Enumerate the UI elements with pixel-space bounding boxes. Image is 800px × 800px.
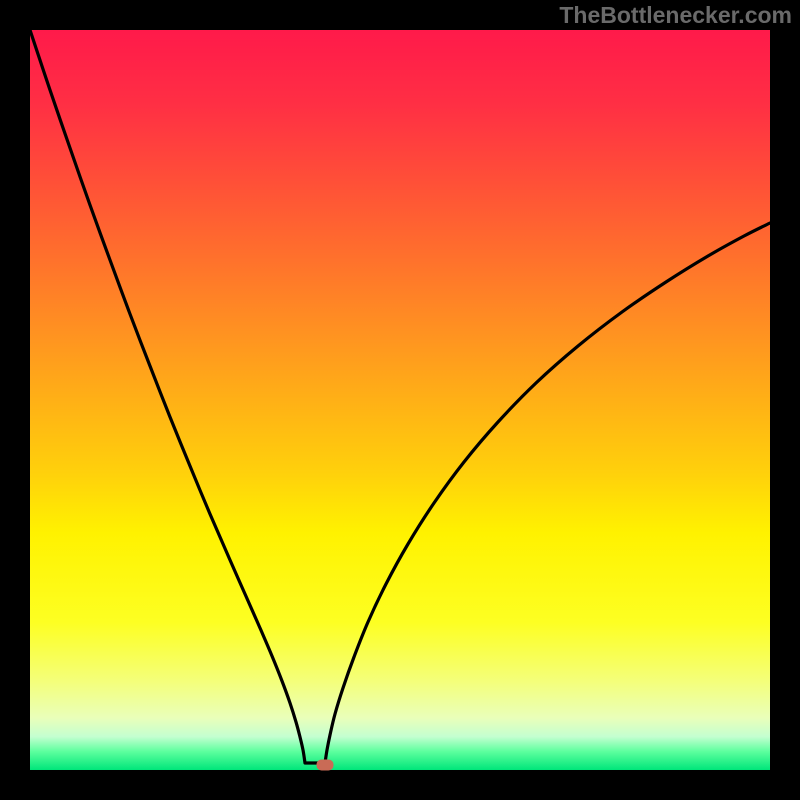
chart-frame: TheBottlenecker.com <box>0 0 800 800</box>
chart-svg <box>0 0 800 800</box>
plot-background <box>30 30 770 770</box>
watermark-text: TheBottlenecker.com <box>559 2 792 29</box>
optimal-point-marker <box>317 760 334 771</box>
